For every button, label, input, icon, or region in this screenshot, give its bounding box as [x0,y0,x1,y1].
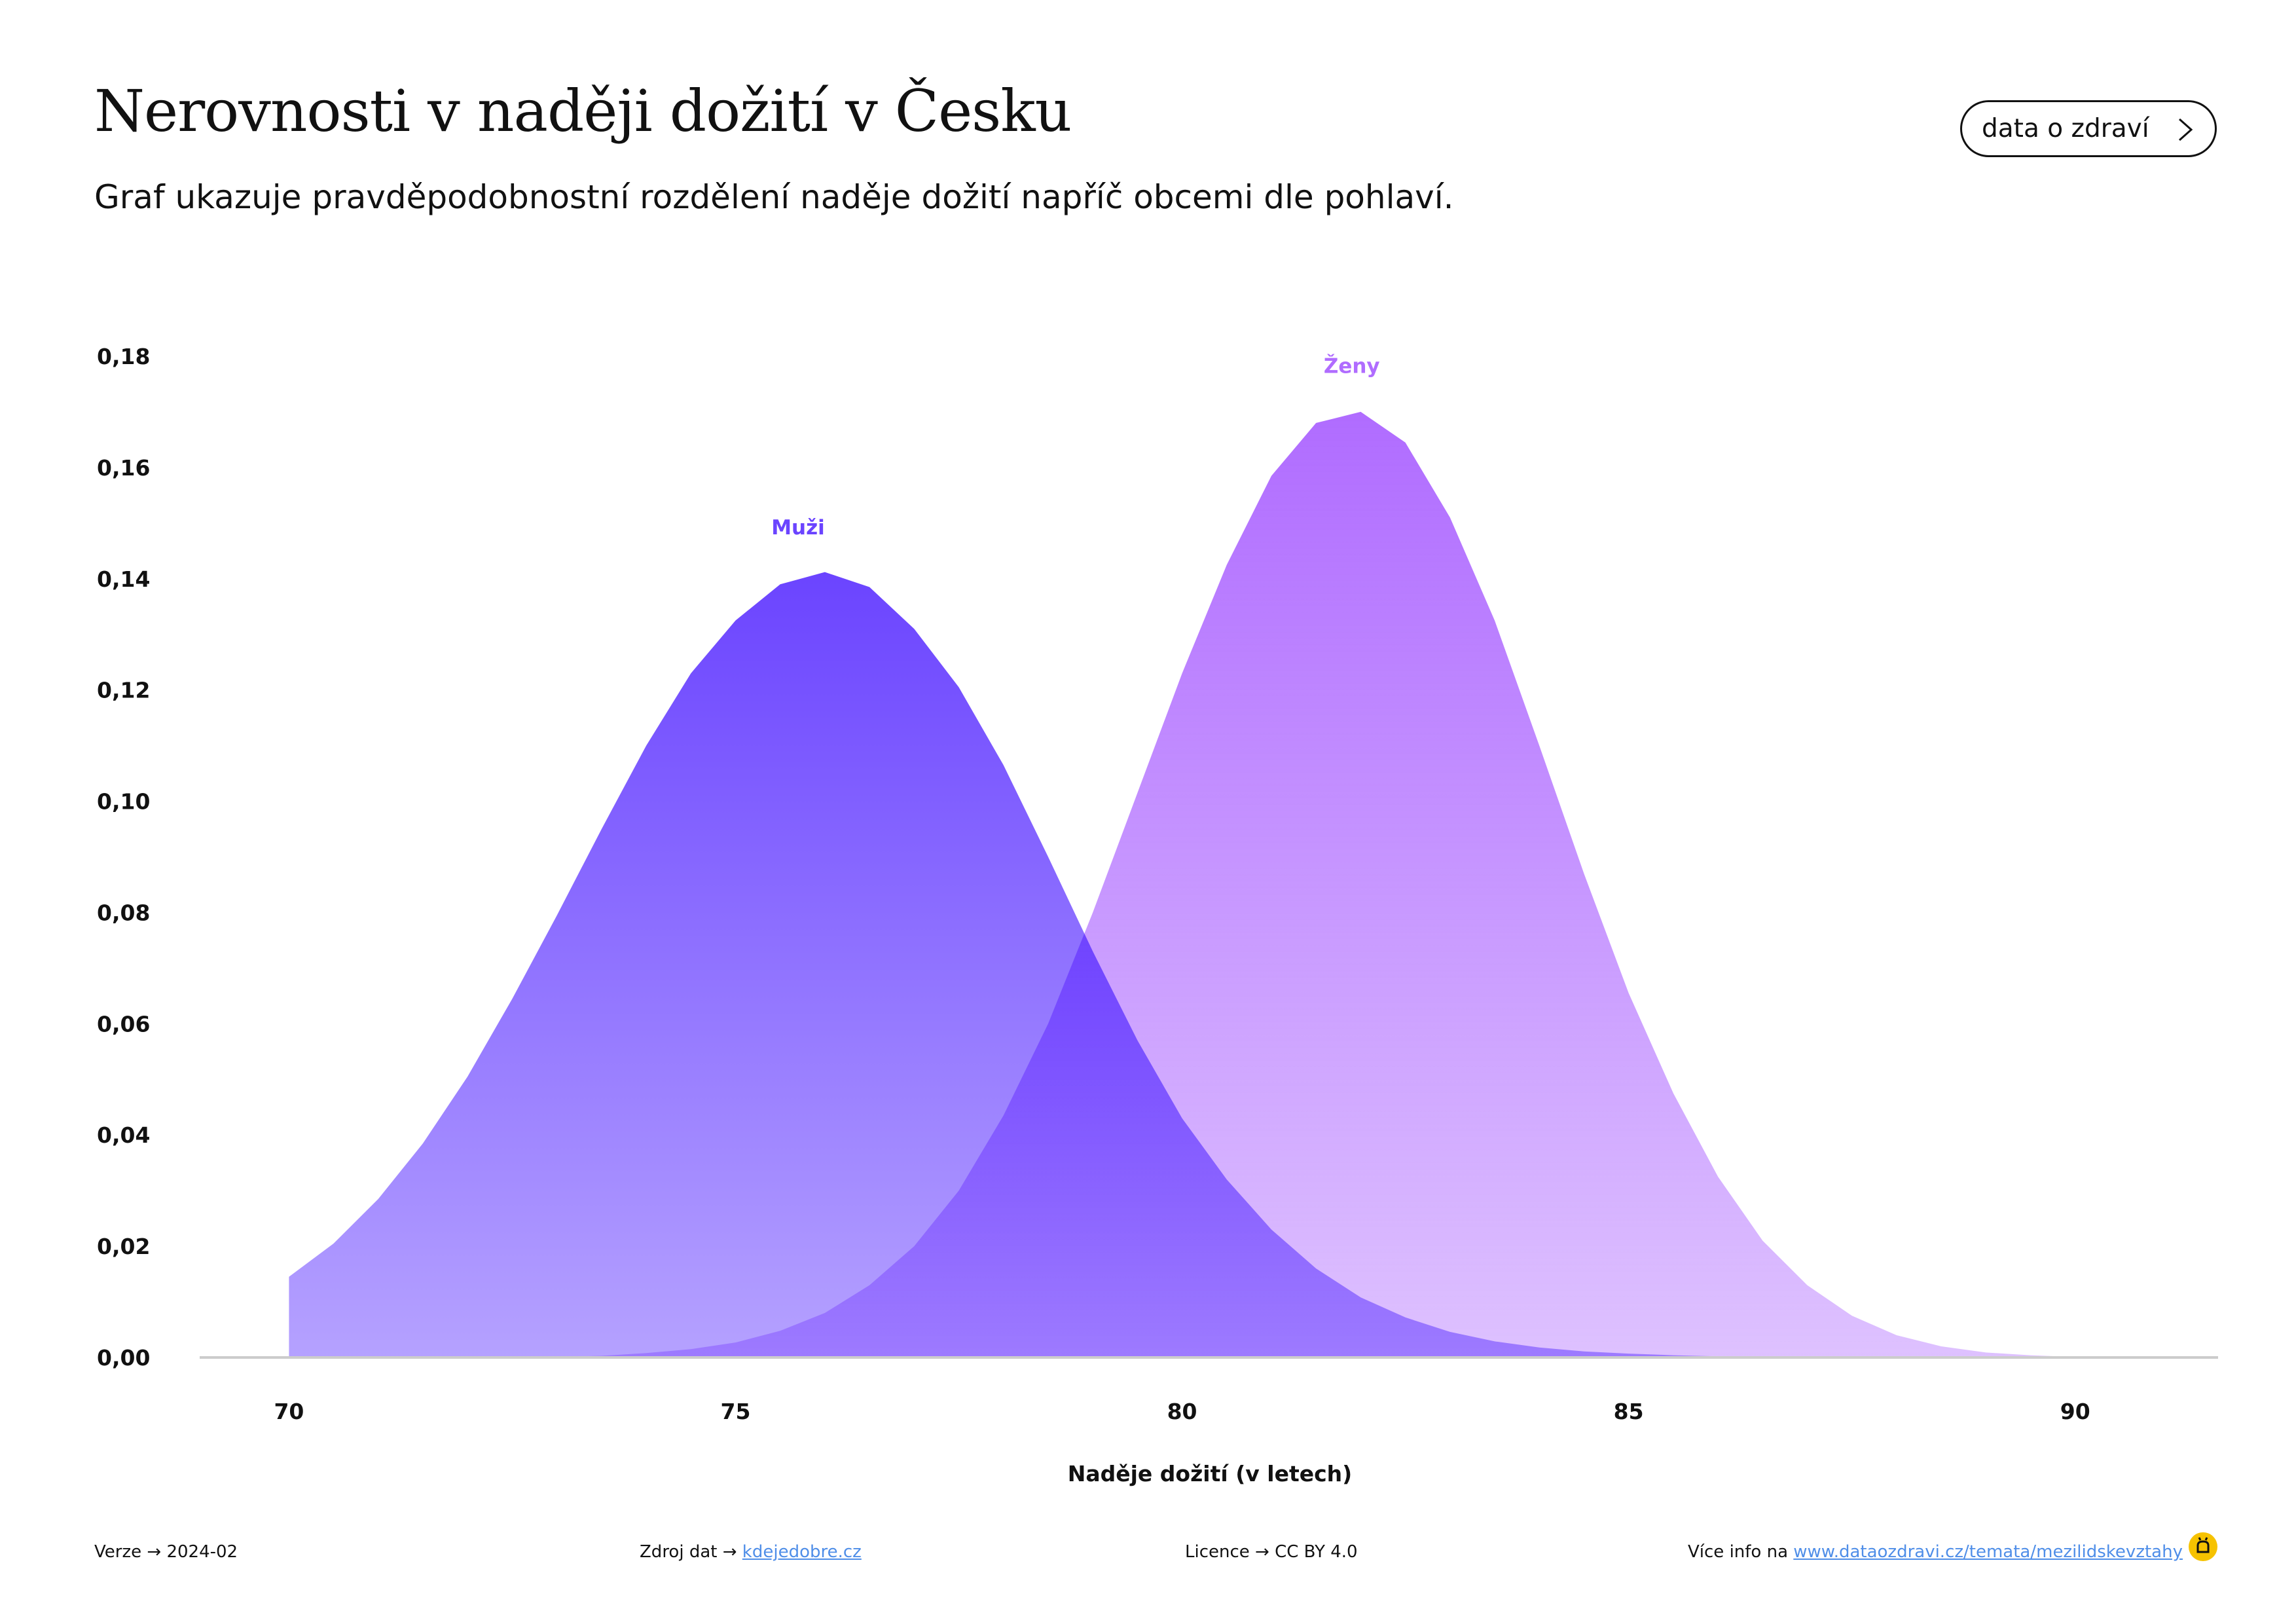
version-label: Verze [94,1542,142,1562]
license-value: CC BY 4.0 [1275,1542,1358,1562]
series-labels: Muži Ženy [771,354,1379,539]
x-tick-label: 85 [1614,1399,1644,1424]
x-tick-label: 90 [2060,1399,2090,1424]
arrow-right-icon: → [722,1542,737,1562]
series-areas [289,411,2075,1357]
series-label: Ženy [1324,354,1380,378]
x-tick-label: 80 [1167,1399,1197,1424]
y-tick-label: 0,06 [97,1011,150,1037]
arrow-right-icon: → [1255,1542,1269,1562]
x-axis: 70 75 80 85 90 [274,1399,2090,1424]
x-tick-label: 75 [721,1399,751,1424]
y-tick-label: 0,08 [97,900,150,925]
data-o-zdravi-button-label: data o zdraví [1982,114,2149,143]
license-label: Licence [1185,1542,1250,1562]
y-tick-label: 0,14 [97,566,150,592]
x-axis-label: Naděje dožití (v letech) [1068,1461,1353,1486]
series-area-muzi [289,572,2075,1357]
brand-logo-icon [2189,1532,2217,1561]
footer-license: Licence → CC BY 4.0 [1185,1542,1358,1562]
y-axis: 0,00 0,02 0,04 0,06 0,08 0,10 0,12 0,14 0,16 0,18 [97,344,150,1371]
version-value: 2024-02 [166,1542,238,1562]
page-title: Nerovnosti v naději dožití v Česku [94,77,1072,145]
more-info-link[interactable]: www.dataozdravi.cz/temata/mezilidskevzta… [1793,1542,2183,1562]
arrow-right-icon: → [147,1542,162,1562]
y-tick-label: 0,12 [97,678,150,703]
footer-version: Verze → 2024-02 [94,1542,238,1562]
series-area-zeny [289,411,2075,1357]
y-tick-label: 0,16 [97,455,150,481]
source-link[interactable]: kdejedobre.cz [742,1542,862,1562]
y-tick-label: 0,18 [97,344,150,369]
x-tick-label: 70 [274,1399,304,1424]
footer-source: Zdroj dat → kdejedobre.cz [640,1542,862,1562]
y-tick-label: 0,00 [97,1345,150,1371]
y-tick-label: 0,04 [97,1122,150,1148]
source-label: Zdroj dat [640,1542,718,1562]
series-label: Muži [771,516,825,540]
chevron-right-icon [2179,118,2193,141]
y-tick-label: 0,02 [97,1234,150,1259]
footer-more-info: Více info na www.dataozdravi.cz/temata/m… [1688,1542,2183,1562]
page-subtitle: Graf ukazuje pravděpodobnostní rozdělení… [94,178,1454,216]
more-info-label: Více info na [1688,1542,1789,1562]
y-tick-label: 0,10 [97,789,150,815]
data-o-zdravi-button[interactable]: data o zdraví [1960,100,2217,157]
